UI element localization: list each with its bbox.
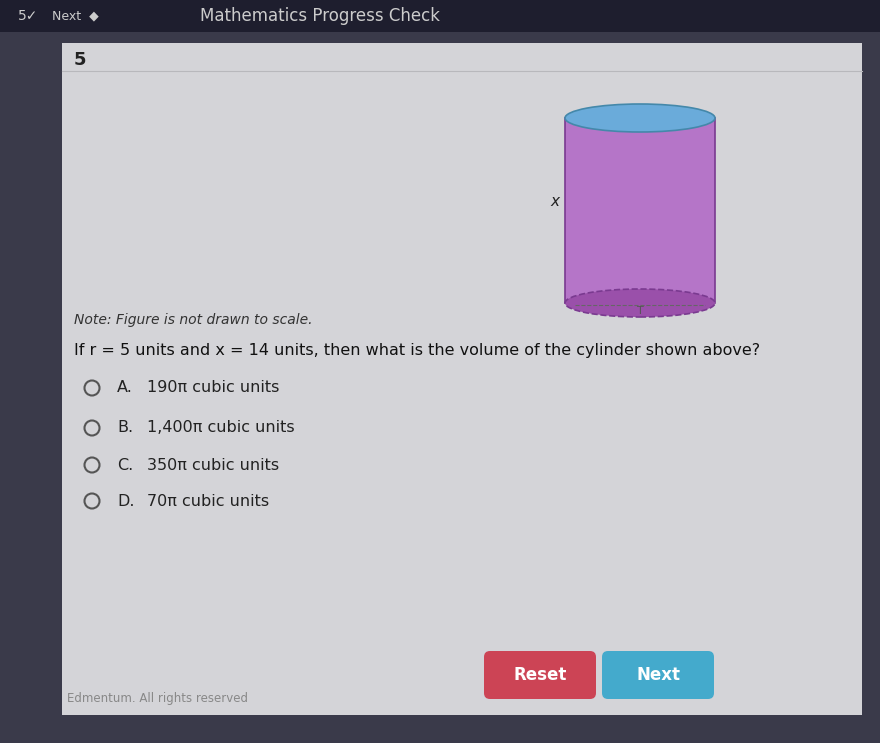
Text: If r = 5 units and x = 14 units, then what is the volume of the cylinder shown a: If r = 5 units and x = 14 units, then wh… [74,343,760,358]
Text: 70π cubic units: 70π cubic units [147,493,269,508]
Ellipse shape [565,104,715,132]
Text: B.: B. [117,421,133,435]
FancyBboxPatch shape [484,651,596,699]
Text: Edmentum. All rights reserved: Edmentum. All rights reserved [67,692,248,705]
Text: Note: Figure is not drawn to scale.: Note: Figure is not drawn to scale. [74,313,312,327]
Text: Next: Next [636,666,680,684]
Text: 5✓: 5✓ [18,9,39,23]
Text: x: x [550,194,559,209]
Text: 190π cubic units: 190π cubic units [147,380,279,395]
Text: 1,400π cubic units: 1,400π cubic units [147,421,295,435]
Text: C.: C. [117,458,133,473]
Ellipse shape [565,289,715,317]
Text: D.: D. [117,493,135,508]
Text: T: T [636,306,643,316]
Text: Reset: Reset [513,666,567,684]
FancyBboxPatch shape [0,0,880,32]
Text: Next  ◆: Next ◆ [52,10,99,22]
Text: A.: A. [117,380,133,395]
Text: 350π cubic units: 350π cubic units [147,458,279,473]
Text: 5: 5 [74,51,86,69]
FancyBboxPatch shape [602,651,714,699]
Text: Mathematics Progress Check: Mathematics Progress Check [200,7,440,25]
FancyBboxPatch shape [62,43,862,715]
FancyBboxPatch shape [565,118,715,303]
